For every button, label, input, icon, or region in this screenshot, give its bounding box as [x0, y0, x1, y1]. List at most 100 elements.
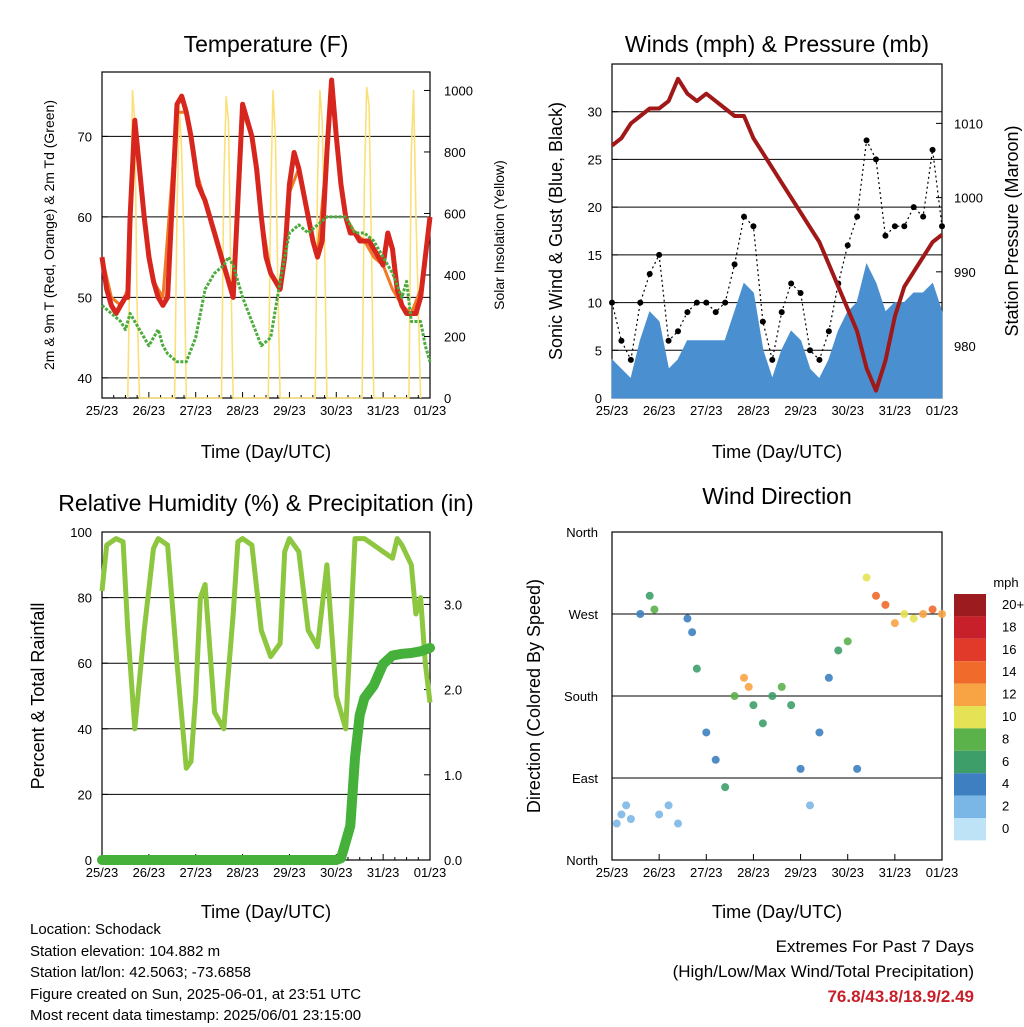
- winds-y2tick-label: 1000: [954, 191, 983, 206]
- winds-gust-point: [939, 223, 945, 230]
- temperature-panel: 25/23 26/23 27/23 28/23 29/23 30/23 31/23 01/23…: [41, 31, 507, 462]
- temperature-y2tick-label: 800: [444, 145, 466, 160]
- direction-legend-swatch: [954, 818, 986, 841]
- direction-legend-label: 10: [1002, 709, 1016, 724]
- temperature-xtick-label: 26/23: [133, 403, 166, 418]
- temperature-xtick-label: 27/23: [179, 403, 212, 418]
- temperature-y2tick-label: 400: [444, 268, 466, 283]
- temperature-xtick-label: 31/23: [367, 403, 400, 418]
- winds-gust-point: [618, 337, 625, 344]
- direction-point: [768, 692, 777, 700]
- winds-gust-point: [759, 318, 766, 325]
- direction-legend-label: 2: [1002, 799, 1009, 814]
- direction-point: [777, 682, 786, 691]
- humidity-panel: 25/23 26/23 27/23 28/23 29/23 30/23 31/23 01/23…: [28, 490, 474, 922]
- winds-gust-point: [807, 347, 813, 354]
- humidity-ytick-label: 40: [78, 722, 92, 737]
- winds-ytick-label: 10: [588, 296, 602, 311]
- winds-gust-point: [731, 261, 738, 268]
- direction-ytick-label: South: [564, 689, 598, 704]
- humidity-xtick-label: 27/23: [179, 865, 212, 880]
- direction-point: [796, 764, 805, 773]
- direction-point: [702, 728, 711, 737]
- direction-xtick-label: 26/23: [643, 865, 676, 880]
- direction-point: [900, 610, 909, 618]
- figure-created: Figure created on Sun, 2025-06-01, at 23…: [30, 985, 362, 1003]
- direction-point: [824, 673, 833, 682]
- direction-point: [721, 783, 730, 792]
- direction-point: [749, 701, 758, 710]
- direction-point: [655, 810, 664, 819]
- humidity-ytick-label: 20: [78, 787, 92, 802]
- humidity-rh-line: [99, 536, 433, 771]
- humidity-ytick-label: 0: [85, 853, 92, 868]
- temperature-y2tick-label: 0: [444, 391, 451, 406]
- direction-point: [688, 628, 697, 637]
- direction-point: [881, 600, 890, 609]
- direction-legend-swatch: [954, 638, 986, 662]
- direction-legend-label: 16: [1002, 642, 1016, 657]
- winds-xtick-label: 31/23: [879, 403, 912, 418]
- direction-xtick-label: 27/23: [690, 865, 723, 880]
- humidity-y2tick-label: 0.0: [444, 853, 462, 868]
- humidity-ylabel: Percent & Total Rainfall: [28, 603, 48, 790]
- temperature-xtick-label: 29/23: [273, 403, 306, 418]
- direction-point: [938, 610, 946, 618]
- temperature-ylabel: 2m & 9m T (Red, Orange) & 2m Td (Green): [41, 100, 57, 370]
- humidity-y2tick-label: 2.0: [444, 683, 462, 698]
- humidity-ytick-label: 100: [70, 525, 92, 540]
- winds-pressure-line: [610, 76, 944, 393]
- direction-legend-swatch: [954, 750, 986, 774]
- direction-xtick-label: 28/23: [737, 865, 770, 880]
- temperature-series-line: [101, 215, 432, 364]
- direction-point: [674, 819, 682, 828]
- extremes-summary: Extremes For Past 7 Days (High/Low/Max W…: [673, 934, 974, 1009]
- temperature-xtick-label: 30/23: [320, 403, 353, 418]
- temperature-ytick-label: 50: [78, 290, 92, 305]
- winds-ytick-label: 5: [595, 343, 602, 358]
- humidity-xtick-label: 28/23: [226, 865, 259, 880]
- temperature-y2tick-label: 1000: [444, 83, 473, 98]
- humidity-xtick-label: 25/23: [86, 865, 119, 880]
- direction-legend-label: 6: [1002, 754, 1009, 769]
- direction-legend-swatch: [954, 616, 986, 639]
- direction-xtick-label: 31/23: [879, 865, 912, 880]
- winds-gust-point: [656, 251, 663, 258]
- direction-panel: 25/23 26/23 27/23 28/23 29/23 30/23 31/23 01/23…: [524, 483, 1024, 922]
- humidity-ytick-label: 60: [78, 656, 92, 671]
- temperature-xtick-label: 28/23: [226, 403, 259, 418]
- direction-point: [636, 610, 645, 618]
- direction-point: [730, 692, 739, 700]
- winds-gust-point: [929, 146, 936, 153]
- station-location: Location: Schodack: [30, 921, 161, 938]
- direction-title: Wind Direction: [702, 483, 852, 509]
- direction-legend-label: 12: [1002, 687, 1016, 702]
- direction-ytick-label: North: [566, 525, 598, 540]
- humidity-ytick-label: 80: [78, 591, 92, 606]
- winds-xtick-label: 25/23: [596, 403, 629, 418]
- direction-xtick-label: 29/23: [784, 865, 817, 880]
- humidity-xtick-label: 01/23: [414, 865, 447, 880]
- extremes-title: Extremes For Past 7 Days: [775, 937, 974, 956]
- temperature-y2label: Solar Insolation (Yellow): [491, 160, 507, 310]
- direction-point: [622, 801, 631, 810]
- station-elevation: Station elevation: 104.882 m: [30, 942, 221, 960]
- direction-xtick-label: 30/23: [831, 865, 864, 880]
- winds-gust-point: [646, 270, 653, 277]
- winds-y2tick-label: 980: [954, 339, 976, 354]
- humidity-xtick-label: 30/23: [320, 865, 353, 880]
- humidity-xtick-label: 26/23: [133, 865, 166, 880]
- direction-point: [928, 605, 937, 614]
- direction-legend-label: 20+: [1002, 597, 1024, 612]
- winds-y2tick-label: 990: [954, 265, 976, 280]
- humidity-title: Relative Humidity (%) & Precipitation (i…: [58, 490, 473, 516]
- winds-ytick-label: 30: [588, 105, 602, 120]
- winds-ytick-label: 20: [588, 200, 602, 215]
- direction-point: [650, 605, 659, 614]
- temperature-ytick-label: 70: [78, 129, 92, 144]
- direction-legend-swatch: [954, 728, 986, 751]
- humidity-xtick-label: 31/23: [367, 865, 400, 880]
- direction-legend-swatch: [954, 661, 986, 684]
- direction-point: [744, 682, 753, 691]
